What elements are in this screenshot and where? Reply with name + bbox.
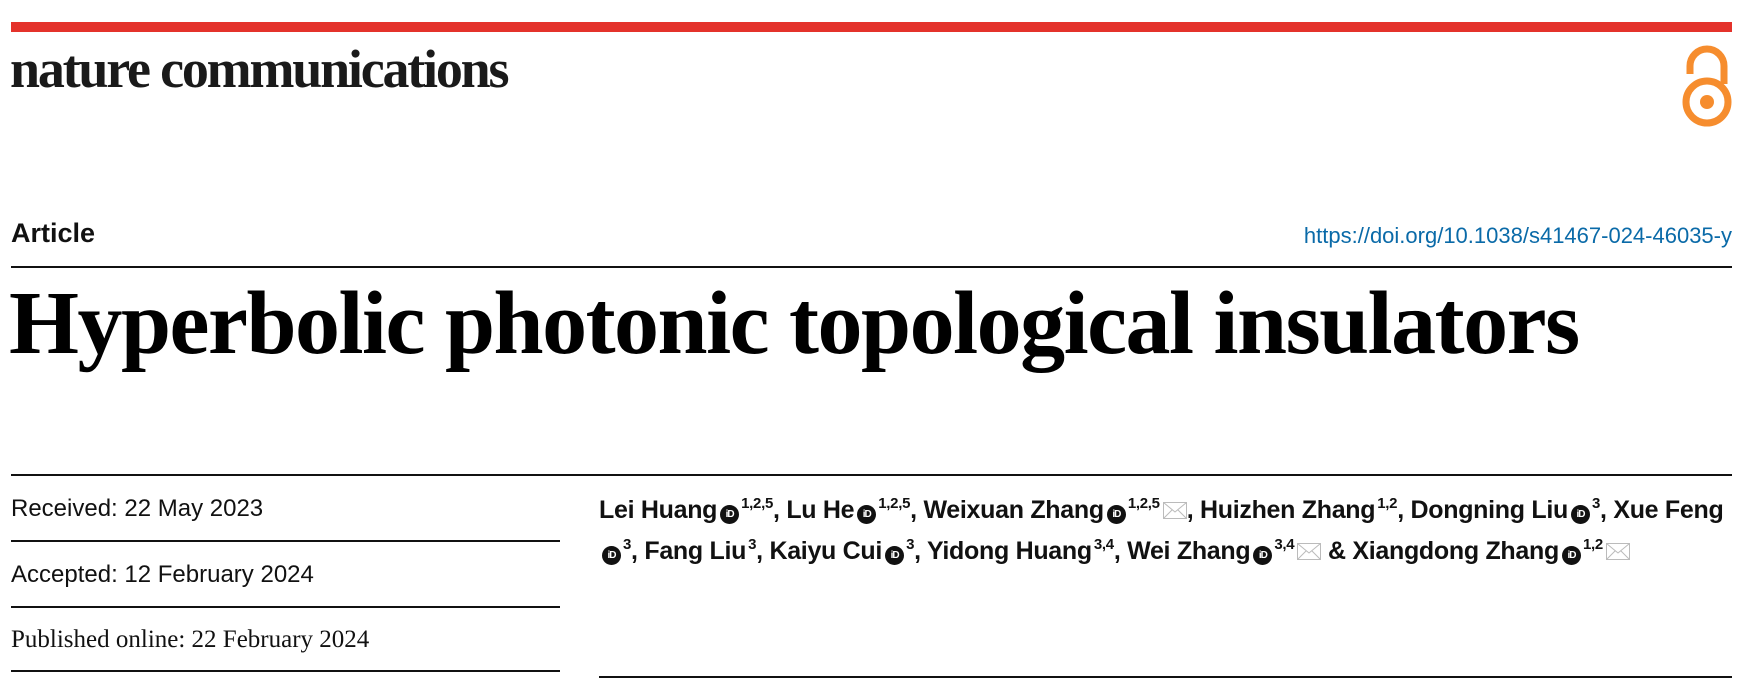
separator: ,	[914, 537, 927, 565]
author-name[interactable]: Fang Liu	[644, 537, 747, 565]
author: Wei Zhang iD3,4 &	[1127, 537, 1352, 565]
author-name[interactable]: Yidong Huang	[926, 537, 1092, 565]
doi-link[interactable]: https://doi.org/10.1038/s41467-024-46035…	[1303, 223, 1732, 248]
email-icon[interactable]	[1605, 543, 1630, 560]
affiliation-numbers: 1,2,5	[741, 495, 774, 512]
author: Kaiyu Cui iD3,	[769, 537, 927, 565]
author: Lu He iD1,2,5,	[786, 496, 923, 524]
author-name[interactable]: Xiangdong Zhang	[1352, 537, 1559, 565]
author-name[interactable]: Weixuan Zhang	[923, 496, 1104, 524]
author: Weixuan Zhang iD1,2,5,	[923, 496, 1200, 524]
orcid-icon[interactable]: iD	[857, 505, 877, 524]
author-name[interactable]: Lei Huang	[599, 496, 718, 524]
separator: &	[1321, 537, 1353, 565]
published-date: Published online: 22 February 2024	[11, 626, 370, 653]
author-list: Lei Huang iD1,2,5, Lu He iD1,2,5, Weixuan …	[599, 490, 1729, 572]
received-date: Received: 22 May 2023	[11, 495, 264, 522]
orcid-icon[interactable]: iD	[885, 546, 905, 565]
affiliation-numbers: 1,2	[1582, 536, 1603, 553]
affiliation-numbers: 3	[906, 536, 915, 553]
brand-bar	[11, 22, 1732, 32]
divider	[599, 676, 1732, 678]
orcid-icon[interactable]: iD	[1106, 505, 1126, 524]
author: Xue FengiD3,	[599, 496, 1724, 565]
author-name[interactable]: Wei Zhang	[1127, 537, 1251, 565]
orcid-icon[interactable]: iD	[602, 546, 621, 565]
affiliation-numbers: 1,2,5	[1127, 495, 1160, 512]
open-access-lock-icon	[1682, 45, 1732, 127]
separator: ,	[773, 496, 787, 524]
orcid-icon[interactable]: iD	[720, 505, 740, 524]
affiliation-numbers: 3	[623, 536, 632, 553]
separator: ,	[631, 537, 645, 565]
affiliation-numbers: 3,4	[1274, 536, 1295, 553]
author: Fang Liu 3,	[644, 537, 769, 565]
article-title: Hyperbolic photonic topological insulato…	[9, 274, 1580, 373]
divider	[11, 670, 560, 672]
email-icon[interactable]	[1297, 543, 1322, 560]
author: Dongning Liu iD3,	[1411, 496, 1614, 524]
orcid-icon[interactable]: iD	[1253, 546, 1273, 565]
article-type: Article	[11, 218, 96, 248]
separator: ,	[756, 537, 770, 565]
author-name[interactable]: Lu He	[786, 496, 855, 524]
author: Yidong Huang 3,4,	[927, 537, 1127, 565]
affiliation-numbers: 3	[1591, 495, 1601, 512]
affiliation-numbers: 1,2,5	[878, 495, 911, 512]
affiliation-numbers: 3,4	[1093, 536, 1114, 553]
divider	[11, 540, 560, 542]
accepted-date: Accepted: 12 February 2024	[11, 561, 314, 588]
affiliation-numbers: 3	[748, 536, 757, 553]
journal-logo[interactable]: nature communications	[10, 39, 510, 99]
separator: ,	[1397, 496, 1411, 524]
author-name[interactable]: Huizhen Zhang	[1200, 496, 1376, 524]
separator: ,	[1186, 496, 1200, 524]
orcid-icon[interactable]: iD	[1570, 505, 1590, 524]
separator: ,	[1600, 496, 1614, 524]
affiliation-numbers: 1,2	[1377, 495, 1398, 512]
email-icon[interactable]	[1162, 502, 1187, 519]
divider	[11, 606, 560, 608]
separator: ,	[910, 496, 924, 524]
orcid-icon[interactable]: iD	[1561, 546, 1581, 565]
divider	[11, 474, 1732, 476]
author-name[interactable]: Kaiyu Cui	[769, 537, 883, 565]
author-name[interactable]: Xue Feng	[1613, 496, 1724, 524]
author: Lei Huang iD1,2,5,	[599, 496, 786, 524]
author: Huizhen Zhang 1,2,	[1200, 496, 1411, 524]
divider	[11, 266, 1732, 268]
author: Xiangdong Zhang iD1,2	[1352, 537, 1630, 565]
separator: ,	[1113, 537, 1128, 565]
author-name[interactable]: Dongning Liu	[1410, 496, 1569, 524]
